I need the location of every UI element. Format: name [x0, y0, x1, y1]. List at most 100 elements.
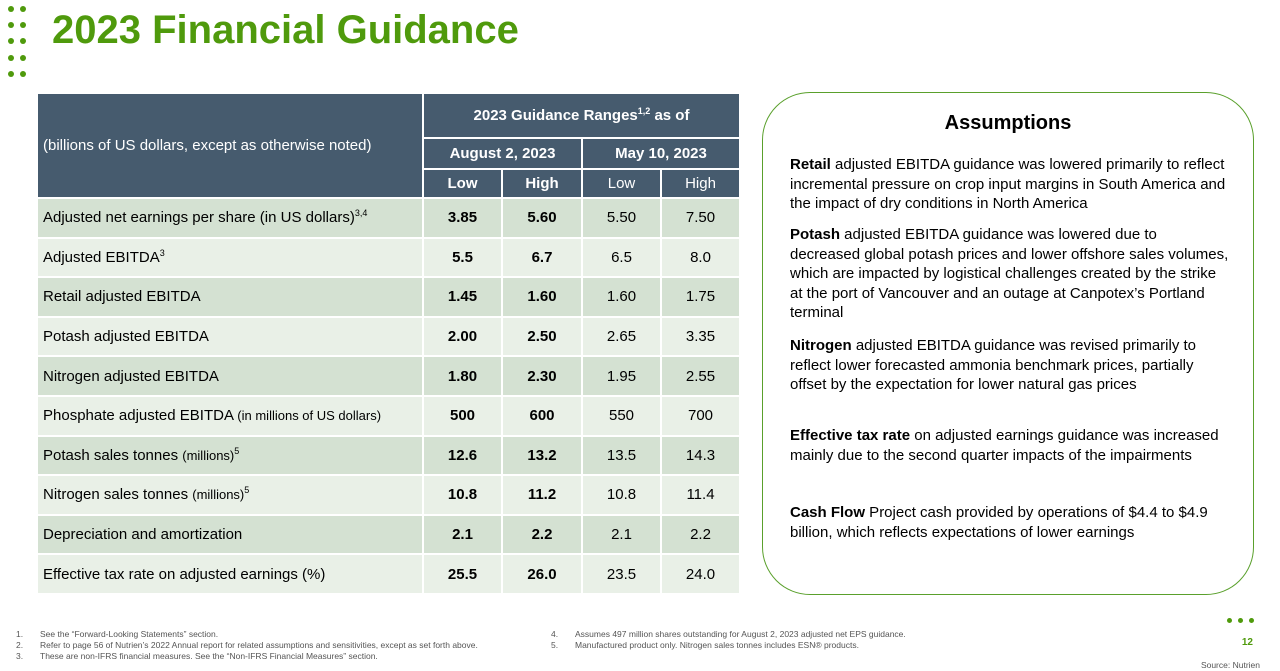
table-row: Nitrogen sales tonnes (millions)5 10.8 11.…	[36, 474, 741, 516]
row-label: Depreciation and amortization	[36, 513, 424, 556]
table-row: Adjusted EBITDA3 5.5 6.7 6.5 8.0	[36, 236, 741, 279]
may-low-value: 550	[581, 394, 662, 437]
footnote: 2. Refer to page 56 of Nutrien’s 2022 Ann…	[16, 640, 478, 650]
source-note: Source: Nutrien	[1200, 660, 1260, 670]
assumption-text: on adjusted earnings guidance was increa…	[790, 427, 1219, 464]
row-label: Adjusted net earnings per share (in US d…	[36, 197, 424, 239]
group-header: 2023 Guidance Ranges1,2 as of	[422, 92, 741, 139]
aug-low-value: 1.45	[422, 276, 503, 318]
table-row: Phosphate adjusted EBITDA (in millions o…	[36, 394, 741, 437]
may-high-value: 1.75	[660, 276, 741, 318]
may-high-value: 11.4	[660, 474, 741, 516]
assumption-item: Effective tax rate on adjusted earnings …	[790, 426, 1230, 465]
col-low: Low	[581, 168, 662, 199]
assumption-topic: Nitrogen	[790, 337, 852, 354]
assumption-topic: Potash	[790, 226, 841, 243]
row-label: Retail adjusted EBITDA	[36, 276, 424, 318]
assumptions-panel: Assumptions Retail adjusted EBITDA guida…	[762, 92, 1254, 595]
assumption-item: Retail adjusted EBITDA guidance was lowe…	[790, 155, 1230, 214]
aug-low-value: 5.5	[422, 236, 503, 279]
aug-high-value: 2.30	[501, 355, 583, 397]
aug-low-value: 2.00	[422, 315, 503, 358]
may-high-value: 7.50	[660, 197, 741, 239]
may-high-value: 3.35	[660, 315, 741, 358]
assumption-topic: Retail	[790, 156, 831, 173]
may-high-value: 8.0	[660, 236, 741, 279]
assumption-text: Project cash provided by operations of $…	[790, 504, 1208, 541]
may-high-value: 14.3	[660, 434, 741, 477]
dot	[8, 38, 14, 44]
may-low-value: 23.5	[581, 553, 662, 595]
may-high-value: 700	[660, 394, 741, 437]
guidance-table: (billions of US dollars, except as other…	[36, 92, 741, 595]
page-title: 2023 Financial Guidance	[52, 8, 519, 52]
footnote: 4. Assumes 497 million shares outstanding…	[551, 629, 906, 639]
aug-high-value: 6.7	[501, 236, 583, 279]
aug-high-value: 26.0	[501, 553, 583, 595]
aug-high-value: 2.50	[501, 315, 583, 358]
assumption-text: adjusted EBITDA guidance was lowered pri…	[790, 156, 1226, 213]
assumption-item: Potash adjusted EBITDA guidance was lowe…	[790, 225, 1230, 323]
row-label: Effective tax rate on adjusted earnings …	[36, 553, 424, 595]
aug-low-value: 10.8	[422, 474, 503, 516]
table-row: Adjusted net earnings per share (in US d…	[36, 197, 741, 239]
may-high-value: 2.2	[660, 513, 741, 556]
assumption-item: Nitrogen adjusted EBITDA guidance was re…	[790, 336, 1230, 395]
col-high: High	[660, 168, 741, 199]
aug-low-value: 12.6	[422, 434, 503, 477]
dot	[1238, 618, 1243, 623]
may-high-value: 2.55	[660, 355, 741, 397]
col-high: High	[501, 168, 583, 199]
aug-high-value: 2.2	[501, 513, 583, 556]
date-header-may: May 10, 2023	[581, 137, 741, 170]
aug-high-value: 600	[501, 394, 583, 437]
unit-note: (billions of US dollars, except as other…	[36, 92, 424, 199]
aug-low-value: 3.85	[422, 197, 503, 239]
dot	[20, 22, 26, 28]
dot	[8, 71, 14, 77]
row-label: Potash sales tonnes (millions)5	[36, 434, 424, 477]
aug-low-value: 25.5	[422, 553, 503, 595]
assumption-topic: Cash Flow	[790, 504, 866, 521]
dot	[1227, 618, 1232, 623]
assumption-item: Cash Flow Project cash provided by opera…	[790, 503, 1230, 542]
date-header-aug: August 2, 2023	[422, 137, 583, 170]
table-row: Depreciation and amortization 2.1 2.2 2.1 2.…	[36, 513, 741, 556]
dot	[20, 38, 26, 44]
table-row: Potash sales tonnes (millions)5 12.6 13.2 1…	[36, 434, 741, 477]
dot	[8, 22, 14, 28]
aug-low-value: 2.1	[422, 513, 503, 556]
table-row: Nitrogen adjusted EBITDA 1.80 2.30 1.95 2.55	[36, 355, 741, 397]
may-low-value: 5.50	[581, 197, 662, 239]
table-row: Potash adjusted EBITDA 2.00 2.50 2.65 3.35	[36, 315, 741, 358]
table-row: Retail adjusted EBITDA 1.45 1.60 1.60 1.75	[36, 276, 741, 318]
assumption-text: adjusted EBITDA guidance was lowered due…	[790, 226, 1229, 322]
aug-high-value: 1.60	[501, 276, 583, 318]
may-low-value: 13.5	[581, 434, 662, 477]
assumption-text: adjusted EBITDA guidance was revised pri…	[790, 337, 1196, 394]
assumptions-title: Assumptions	[944, 112, 1072, 134]
footnote: 1. See the “Forward-Looking Statements” s…	[16, 629, 219, 639]
table-row: Effective tax rate on adjusted earnings …	[36, 553, 741, 595]
aug-low-value: 1.80	[422, 355, 503, 397]
may-low-value: 2.65	[581, 315, 662, 358]
aug-high-value: 11.2	[501, 474, 583, 516]
row-label: Phosphate adjusted EBITDA (in millions o…	[36, 394, 424, 437]
row-label: Adjusted EBITDA3	[36, 236, 424, 279]
dot	[8, 55, 14, 61]
may-low-value: 2.1	[581, 513, 662, 556]
may-low-value: 1.95	[581, 355, 662, 397]
dot	[1249, 618, 1254, 623]
row-label: Nitrogen adjusted EBITDA	[36, 355, 424, 397]
col-low: Low	[422, 168, 503, 199]
dot	[20, 6, 26, 12]
row-label: Potash adjusted EBITDA	[36, 315, 424, 358]
assumption-topic: Effective tax rate	[790, 427, 911, 444]
may-high-value: 24.0	[660, 553, 741, 595]
may-low-value: 6.5	[581, 236, 662, 279]
row-label: Nitrogen sales tonnes (millions)5	[36, 474, 424, 516]
footnote: 5. Manufactured product only. Nitrogen sa…	[551, 640, 859, 650]
dot	[8, 6, 14, 12]
may-low-value: 1.60	[581, 276, 662, 318]
aug-high-value: 13.2	[501, 434, 583, 477]
